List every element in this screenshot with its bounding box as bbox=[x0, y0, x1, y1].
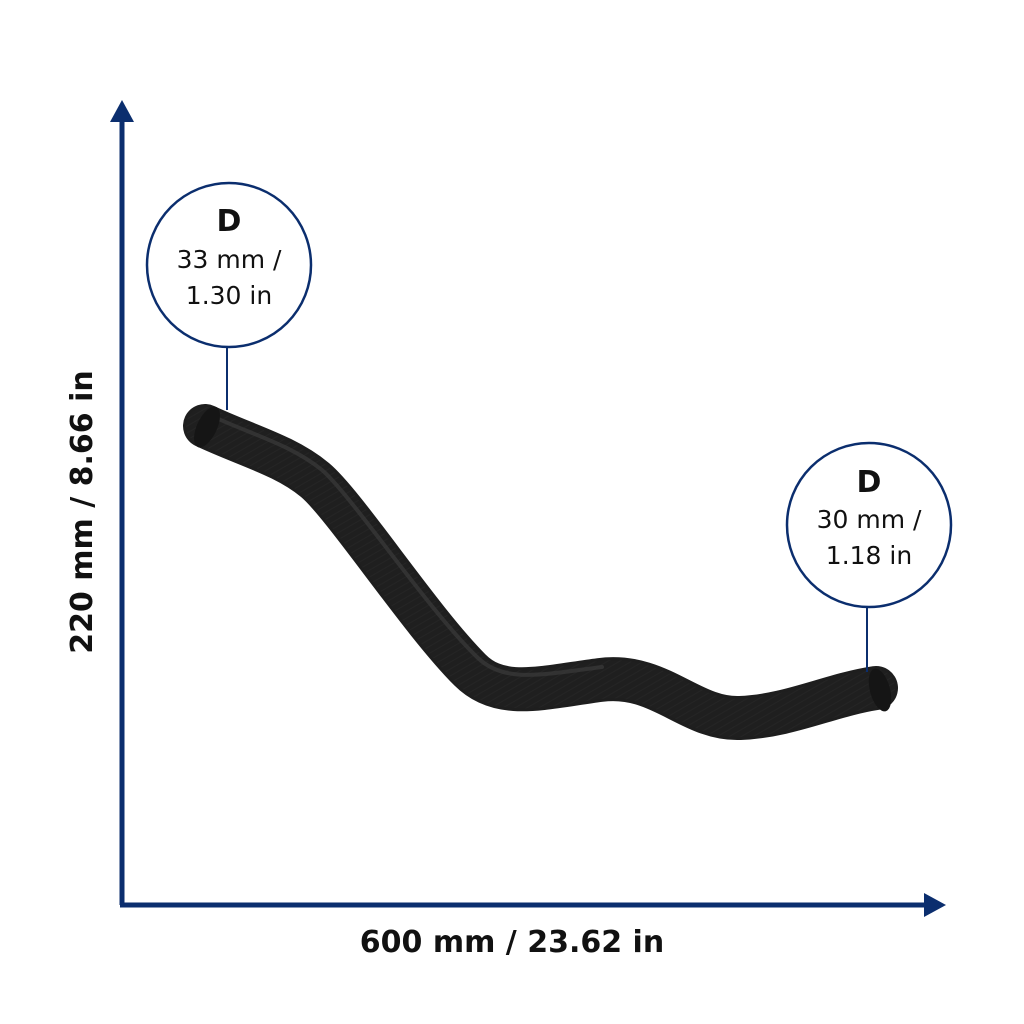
hose-end-right bbox=[868, 668, 892, 712]
callout-value-in: 1.18 in bbox=[826, 541, 912, 570]
callout-title: D bbox=[217, 204, 242, 239]
callout-outlet-diameter: D 30 mm / 1.18 in bbox=[785, 441, 953, 672]
callout-value-mm: 33 mm / bbox=[177, 245, 282, 274]
hose-highlight bbox=[210, 414, 604, 677]
callout-value-mm: 30 mm / bbox=[817, 505, 922, 534]
hose-ribbing bbox=[186, 407, 895, 737]
callout-inlet-diameter: D 33 mm / 1.30 in bbox=[145, 181, 313, 410]
horizontal-axis-arrowhead bbox=[924, 893, 946, 917]
hose-end-left bbox=[194, 406, 220, 448]
hose bbox=[183, 404, 898, 740]
callout-circle bbox=[785, 441, 953, 609]
callout-title: D bbox=[857, 465, 882, 500]
callout-circle bbox=[145, 181, 313, 349]
width-dimension-label: 600 mm / 23.62 in bbox=[360, 925, 664, 960]
callout-value-in: 1.30 in bbox=[186, 281, 272, 310]
height-dimension-label: 220 mm / 8.66 in bbox=[65, 370, 100, 654]
vertical-axis-arrowhead bbox=[110, 100, 134, 122]
